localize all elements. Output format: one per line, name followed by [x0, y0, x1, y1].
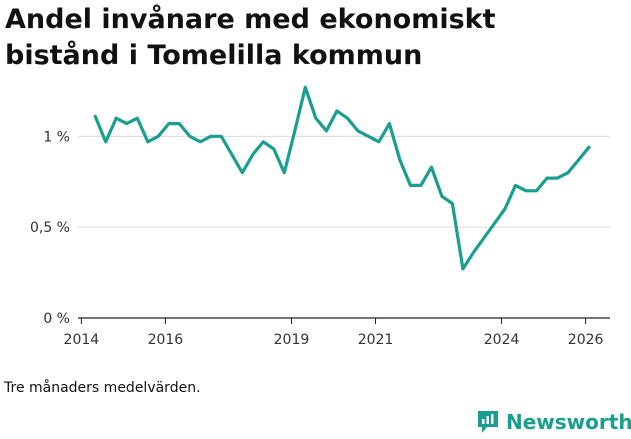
- x-tick-label: 2024: [484, 332, 520, 348]
- x-tick-label: 2019: [274, 332, 310, 348]
- x-axis: 2014 2016 2019 2021 2024 2026: [64, 318, 604, 348]
- x-tick-label: 2026: [568, 332, 604, 348]
- x-tick-label: 2016: [148, 332, 184, 348]
- line-chart: 0 % 0,5 % 1 % 2014 2016 2019 2021 2024 2026: [30, 85, 610, 348]
- chart-title-line-2: bistånd i Tomelilla kommun: [5, 40, 423, 71]
- brand-name: Newsworthy: [506, 410, 631, 434]
- series-layer: [93, 85, 591, 271]
- y-tick-label: 0,5 %: [30, 220, 70, 236]
- footnote: Tre månaders medelvärden.: [4, 380, 201, 396]
- chart-title-line-1: Andel invånare med ekonomiskt: [5, 4, 496, 35]
- x-tick-label: 2014: [64, 332, 100, 348]
- brand-logo: Newsworthy: [476, 408, 631, 436]
- y-gridlines: 0 % 0,5 % 1 %: [30, 129, 610, 327]
- series-line-0: [93, 85, 591, 271]
- newsworthy-logo-icon: [478, 411, 498, 433]
- chart-title: Andel invånare med ekonomiskt bistånd i …: [5, 2, 625, 74]
- y-tick-label: 1 %: [43, 129, 70, 145]
- x-tick-label: 2021: [358, 332, 394, 348]
- y-tick-label: 0 %: [43, 311, 70, 327]
